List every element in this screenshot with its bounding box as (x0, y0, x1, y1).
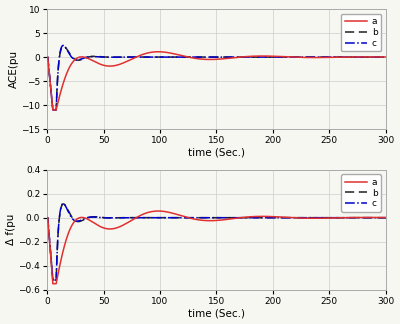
Legend: a, b, c: a, b, c (341, 174, 381, 212)
X-axis label: time (Sec.): time (Sec.) (188, 308, 245, 318)
X-axis label: time (Sec.): time (Sec.) (188, 148, 245, 158)
Y-axis label: ACE(pu: ACE(pu (8, 50, 18, 88)
Y-axis label: Δ f(pu: Δ f(pu (6, 214, 16, 245)
Legend: a, b, c: a, b, c (341, 14, 381, 52)
